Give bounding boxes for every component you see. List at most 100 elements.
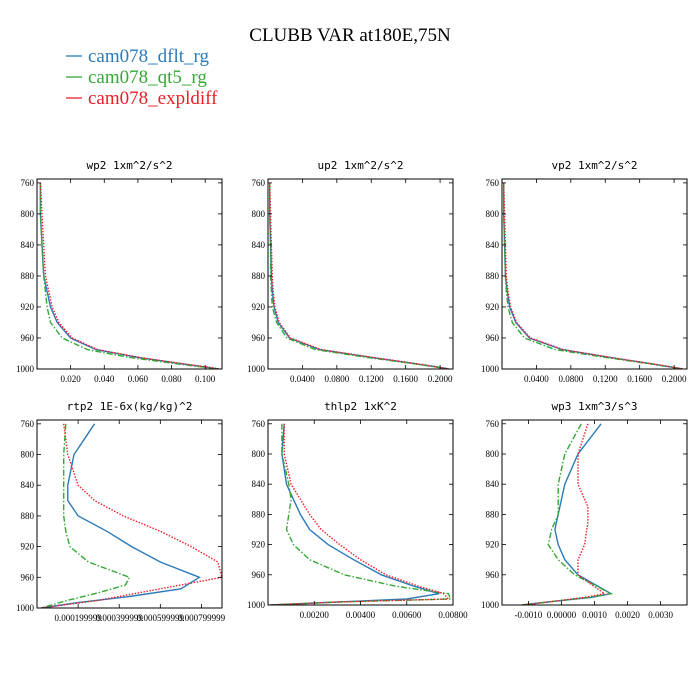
series-line: [270, 423, 452, 605]
y-tick-label: 760: [486, 419, 500, 429]
y-tick-label: 760: [252, 178, 266, 188]
y-tick-label: 920: [486, 302, 500, 312]
y-tick-label: 960: [486, 570, 500, 580]
x-tick-label: -0.0010: [515, 610, 543, 620]
y-tick-label: 840: [486, 240, 500, 250]
series-line: [270, 423, 450, 605]
y-tick-label: 800: [252, 209, 266, 219]
y-tick-label: 920: [486, 540, 500, 550]
panel-title: vp2 1xm^2/s^2: [551, 159, 637, 172]
x-tick-label: 0.000199999: [54, 613, 102, 623]
y-tick-label: 880: [252, 271, 266, 281]
y-tick-label: 960: [252, 333, 266, 343]
x-tick-label: 0.1200: [359, 374, 384, 384]
panel: vp2 1xm^2/s^2 760 800 840 880 920 960 1000 0.040…: [481, 159, 688, 384]
series-line: [40, 423, 131, 608]
plot-frame: [267, 178, 454, 370]
y-tick-label: 840: [21, 240, 35, 250]
x-tick-label: 0.0800: [558, 374, 583, 384]
panel-title: rtp2 1E-6x(kg/kg)^2: [67, 400, 193, 413]
x-tick-label: 0.060: [128, 374, 149, 384]
series-line: [521, 423, 607, 605]
legend-label: cam078_dflt_rg: [88, 46, 210, 67]
x-tick-label: 0.1600: [627, 374, 652, 384]
y-tick-label: 920: [252, 302, 266, 312]
plot-frame: [267, 419, 454, 606]
x-tick-label: 0.2000: [662, 374, 687, 384]
plot-frame: [501, 178, 688, 370]
x-tick-label: 0.0400: [524, 374, 549, 384]
panel-title: thlp2 1xK^2: [324, 400, 397, 413]
y-tick-label: 880: [486, 271, 500, 281]
legend: cam078_dflt_rgcam078_qt5_rgcam078_expldi…: [66, 46, 218, 109]
y-tick-label: 880: [252, 509, 266, 519]
y-tick-label: 960: [21, 333, 35, 343]
series-line: [503, 182, 683, 369]
series-line: [503, 182, 683, 369]
x-tick-label: 0.0020: [615, 610, 640, 620]
panel-title: up2 1xm^2/s^2: [317, 159, 403, 172]
y-tick-label: 840: [486, 479, 500, 489]
panel: up2 1xm^2/s^2 760 800 840 880 920 960 1000 0.040…: [247, 159, 454, 384]
series-line: [39, 182, 219, 369]
x-tick-label: 0.0800: [324, 374, 349, 384]
x-tick-label: 0.040: [94, 374, 115, 384]
y-tick-label: 920: [21, 302, 35, 312]
y-tick-label: 760: [21, 178, 35, 188]
y-tick-label: 880: [486, 509, 500, 519]
x-tick-label: 0.1600: [393, 374, 418, 384]
y-tick-label: 880: [21, 271, 35, 281]
x-tick-label: 0.00800: [438, 610, 468, 620]
legend-label: cam078_qt5_rg: [88, 67, 207, 88]
y-tick-label: 960: [252, 570, 266, 580]
y-tick-label: 1000: [16, 603, 35, 613]
panel-title: wp2 1xm^2/s^2: [86, 159, 172, 172]
y-tick-label: 1000: [247, 364, 266, 374]
y-tick-label: 880: [21, 511, 35, 521]
x-tick-label: 0.100: [195, 374, 216, 384]
x-tick-label: 0.000799999: [178, 613, 226, 623]
series-line: [269, 182, 449, 369]
y-tick-label: 800: [21, 209, 35, 219]
y-tick-label: 920: [252, 540, 266, 550]
x-tick-label: 0.0400: [290, 374, 315, 384]
legend-label: cam078_expldiff: [88, 88, 218, 109]
y-tick-label: 1000: [481, 364, 500, 374]
x-tick-label: 0.00600: [392, 610, 422, 620]
x-tick-label: 0.080: [161, 374, 182, 384]
series-line: [39, 182, 219, 369]
panel: thlp2 1xK^2 760 800 840 880 920 960 1000 0.00200…: [247, 400, 468, 620]
panels: wp2 1xm^2/s^2 760 800 840 880 920 960 1000 0.020…: [16, 159, 688, 623]
x-tick-label: 0.000399999: [96, 613, 144, 623]
series-line: [40, 423, 201, 608]
panel: wp2 1xm^2/s^2 760 800 840 880 920 960 1000 0.020…: [16, 159, 223, 384]
y-tick-label: 840: [252, 479, 266, 489]
plot-frame: [36, 178, 223, 370]
figure-title: CLUBB VAR at180E,75N: [249, 25, 451, 46]
y-tick-label: 840: [252, 240, 266, 250]
y-tick-label: 960: [486, 333, 500, 343]
series-line: [503, 182, 683, 369]
x-tick-label: 0.00000: [547, 610, 577, 620]
x-tick-label: 0.020: [61, 374, 82, 384]
y-tick-label: 960: [21, 572, 35, 582]
series-line: [521, 423, 613, 605]
y-tick-label: 920: [21, 542, 35, 552]
x-tick-label: 0.0030: [648, 610, 673, 620]
y-tick-label: 760: [486, 178, 500, 188]
y-tick-label: 800: [486, 449, 500, 459]
x-tick-label: 0.2000: [428, 374, 453, 384]
plot-frame: [36, 419, 223, 609]
plot-frame: [501, 419, 688, 606]
x-tick-label: 0.00400: [346, 610, 376, 620]
y-tick-label: 1000: [16, 364, 35, 374]
y-tick-label: 1000: [481, 600, 500, 610]
y-tick-label: 1000: [247, 600, 266, 610]
series-line: [269, 182, 449, 369]
y-tick-label: 840: [21, 480, 35, 490]
series-line: [41, 423, 222, 608]
x-tick-label: 0.00200: [300, 610, 330, 620]
series-line: [521, 423, 614, 605]
panel: rtp2 1E-6x(kg/kg)^2 760 800 840 880 920 960 100…: [16, 400, 226, 623]
